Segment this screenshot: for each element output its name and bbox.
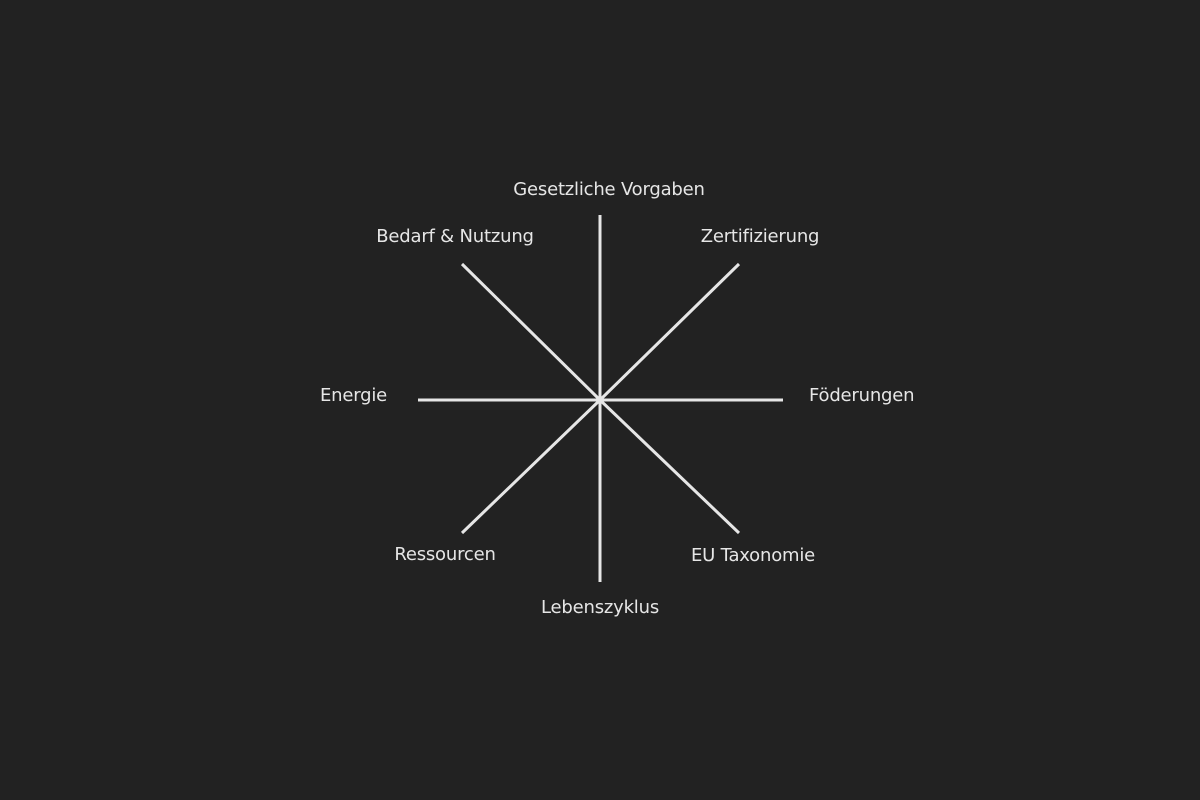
label-bottom-left: Ressourcen bbox=[394, 544, 496, 565]
label-right: Föderungen bbox=[809, 385, 915, 406]
label-bottom-right: EU Taxonomie bbox=[690, 545, 816, 566]
spoke-top-left bbox=[460, 262, 602, 402]
label-top: Gesetzliche Vorgaben bbox=[513, 179, 705, 200]
spoke-bottom-left bbox=[460, 398, 602, 535]
label-top-left: Bedarf & Nutzung bbox=[376, 226, 534, 247]
label-bottom: Lebenszyklus bbox=[541, 597, 659, 618]
spoke-top-right bbox=[598, 262, 741, 402]
label-left: Energie bbox=[320, 385, 388, 406]
label-top-right: Zertifizierung bbox=[700, 226, 820, 247]
spoke-bottom-right bbox=[598, 398, 741, 535]
